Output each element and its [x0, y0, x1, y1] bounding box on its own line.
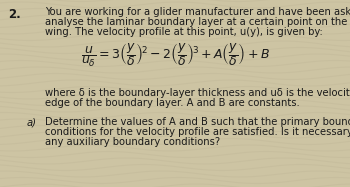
Text: 2.: 2.: [8, 8, 21, 21]
Text: Determine the values of A and B such that the primary boundary: Determine the values of A and B such tha…: [45, 117, 350, 127]
Text: wing. The velocity profile at this point, u(y), is given by:: wing. The velocity profile at this point…: [45, 27, 323, 37]
Text: any auxiliary boundary conditions?: any auxiliary boundary conditions?: [45, 137, 220, 147]
Text: $\dfrac{u}{u_\delta} = 3\left(\dfrac{y}{\delta}\right)^{\!2} - 2\left(\dfrac{y}{: $\dfrac{u}{u_\delta} = 3\left(\dfrac{y}{…: [80, 42, 270, 69]
Text: analyse the laminar boundary layer at a certain point on the smooth: analyse the laminar boundary layer at a …: [45, 17, 350, 27]
Text: where δ is the boundary-layer thickness and uδ is the velocity at the: where δ is the boundary-layer thickness …: [45, 88, 350, 98]
Text: conditions for the velocity profile are satisfied. Is it necessary to apply: conditions for the velocity profile are …: [45, 127, 350, 137]
Text: edge of the boundary layer. A and B are constants.: edge of the boundary layer. A and B are …: [45, 98, 300, 108]
Text: You are working for a glider manufacturer and have been asked to: You are working for a glider manufacture…: [45, 7, 350, 17]
Text: a): a): [27, 117, 37, 127]
